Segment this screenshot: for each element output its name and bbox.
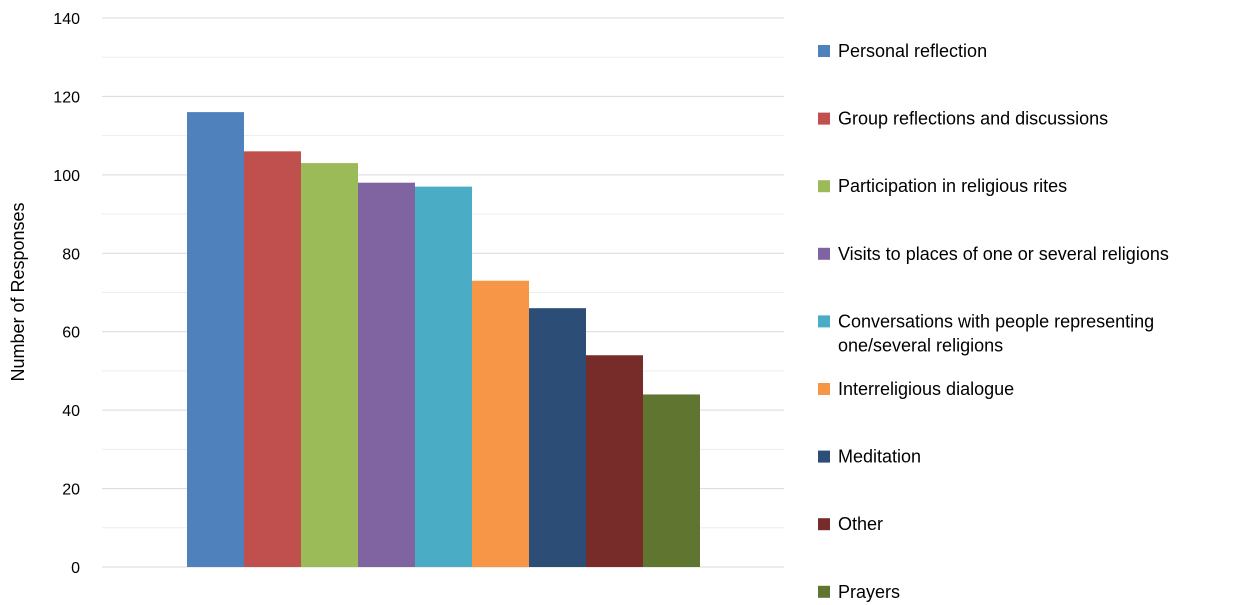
- legend-label: Prayers: [838, 582, 900, 602]
- legend-item: Prayers: [818, 582, 900, 602]
- bars: [187, 112, 700, 568]
- legend-item: Other: [818, 514, 883, 534]
- bar-group-reflections-and-discussions: [244, 151, 301, 568]
- legend-label: Other: [838, 514, 883, 534]
- legend-label: Participation in religious rites: [838, 176, 1067, 196]
- legend-item: Visits to places of one or several relig…: [818, 244, 1169, 264]
- legend-label: Meditation: [838, 447, 921, 467]
- legend-label: Group reflections and discussions: [838, 109, 1108, 129]
- y-tick-label: 140: [53, 11, 80, 28]
- legend-label: Personal reflection: [838, 41, 987, 61]
- legend-item: Interreligious dialogue: [818, 379, 1014, 399]
- legend-swatch: [818, 247, 830, 260]
- y-tick-label: 100: [53, 168, 80, 185]
- legend-item: Group reflections and discussions: [818, 109, 1108, 129]
- bar-prayers: [643, 394, 700, 567]
- legend-label: Visits to places of one or several relig…: [838, 244, 1169, 264]
- legend-item: Conversations with people representing on…: [818, 311, 1154, 355]
- bar-visits-to-places-of-one-or-several-religions: [358, 182, 415, 567]
- legend-swatch: [818, 518, 830, 531]
- legend-label: Conversations with people representing on…: [838, 311, 1154, 355]
- legend: Personal reflection Group reflections and…: [818, 41, 1169, 602]
- y-axis: 0 20 40 60 80 100 120 140: [53, 11, 80, 577]
- legend-swatch: [818, 585, 830, 598]
- y-tick-label: 80: [62, 246, 80, 263]
- y-axis-title: Number of Responses: [8, 202, 28, 381]
- bar-participation-in-religious-rites: [301, 163, 358, 568]
- y-tick-label: 0: [71, 560, 80, 577]
- legend-swatch: [818, 45, 830, 57]
- legend-label: Interreligious dialogue: [838, 379, 1014, 399]
- y-tick-label: 120: [53, 89, 80, 106]
- legend-swatch: [818, 315, 830, 328]
- legend-swatch: [818, 112, 830, 125]
- y-tick-label: 40: [62, 403, 80, 420]
- y-tick-label: 20: [62, 482, 80, 499]
- bar-conversations-with-people-representing-one-several-religions: [415, 186, 472, 567]
- bar-other: [586, 355, 643, 567]
- legend-item: Personal reflection: [818, 41, 987, 61]
- bar-interreligious-dialogue: [472, 280, 529, 567]
- bar-personal-reflection: [187, 112, 244, 567]
- legend-swatch: [818, 383, 830, 395]
- legend-swatch: [818, 180, 830, 193]
- bar-meditation: [529, 308, 586, 567]
- y-tick-label: 60: [62, 325, 80, 342]
- legend-item: Meditation: [818, 447, 921, 467]
- legend-swatch: [818, 450, 830, 463]
- legend-item: Participation in religious rites: [818, 176, 1067, 196]
